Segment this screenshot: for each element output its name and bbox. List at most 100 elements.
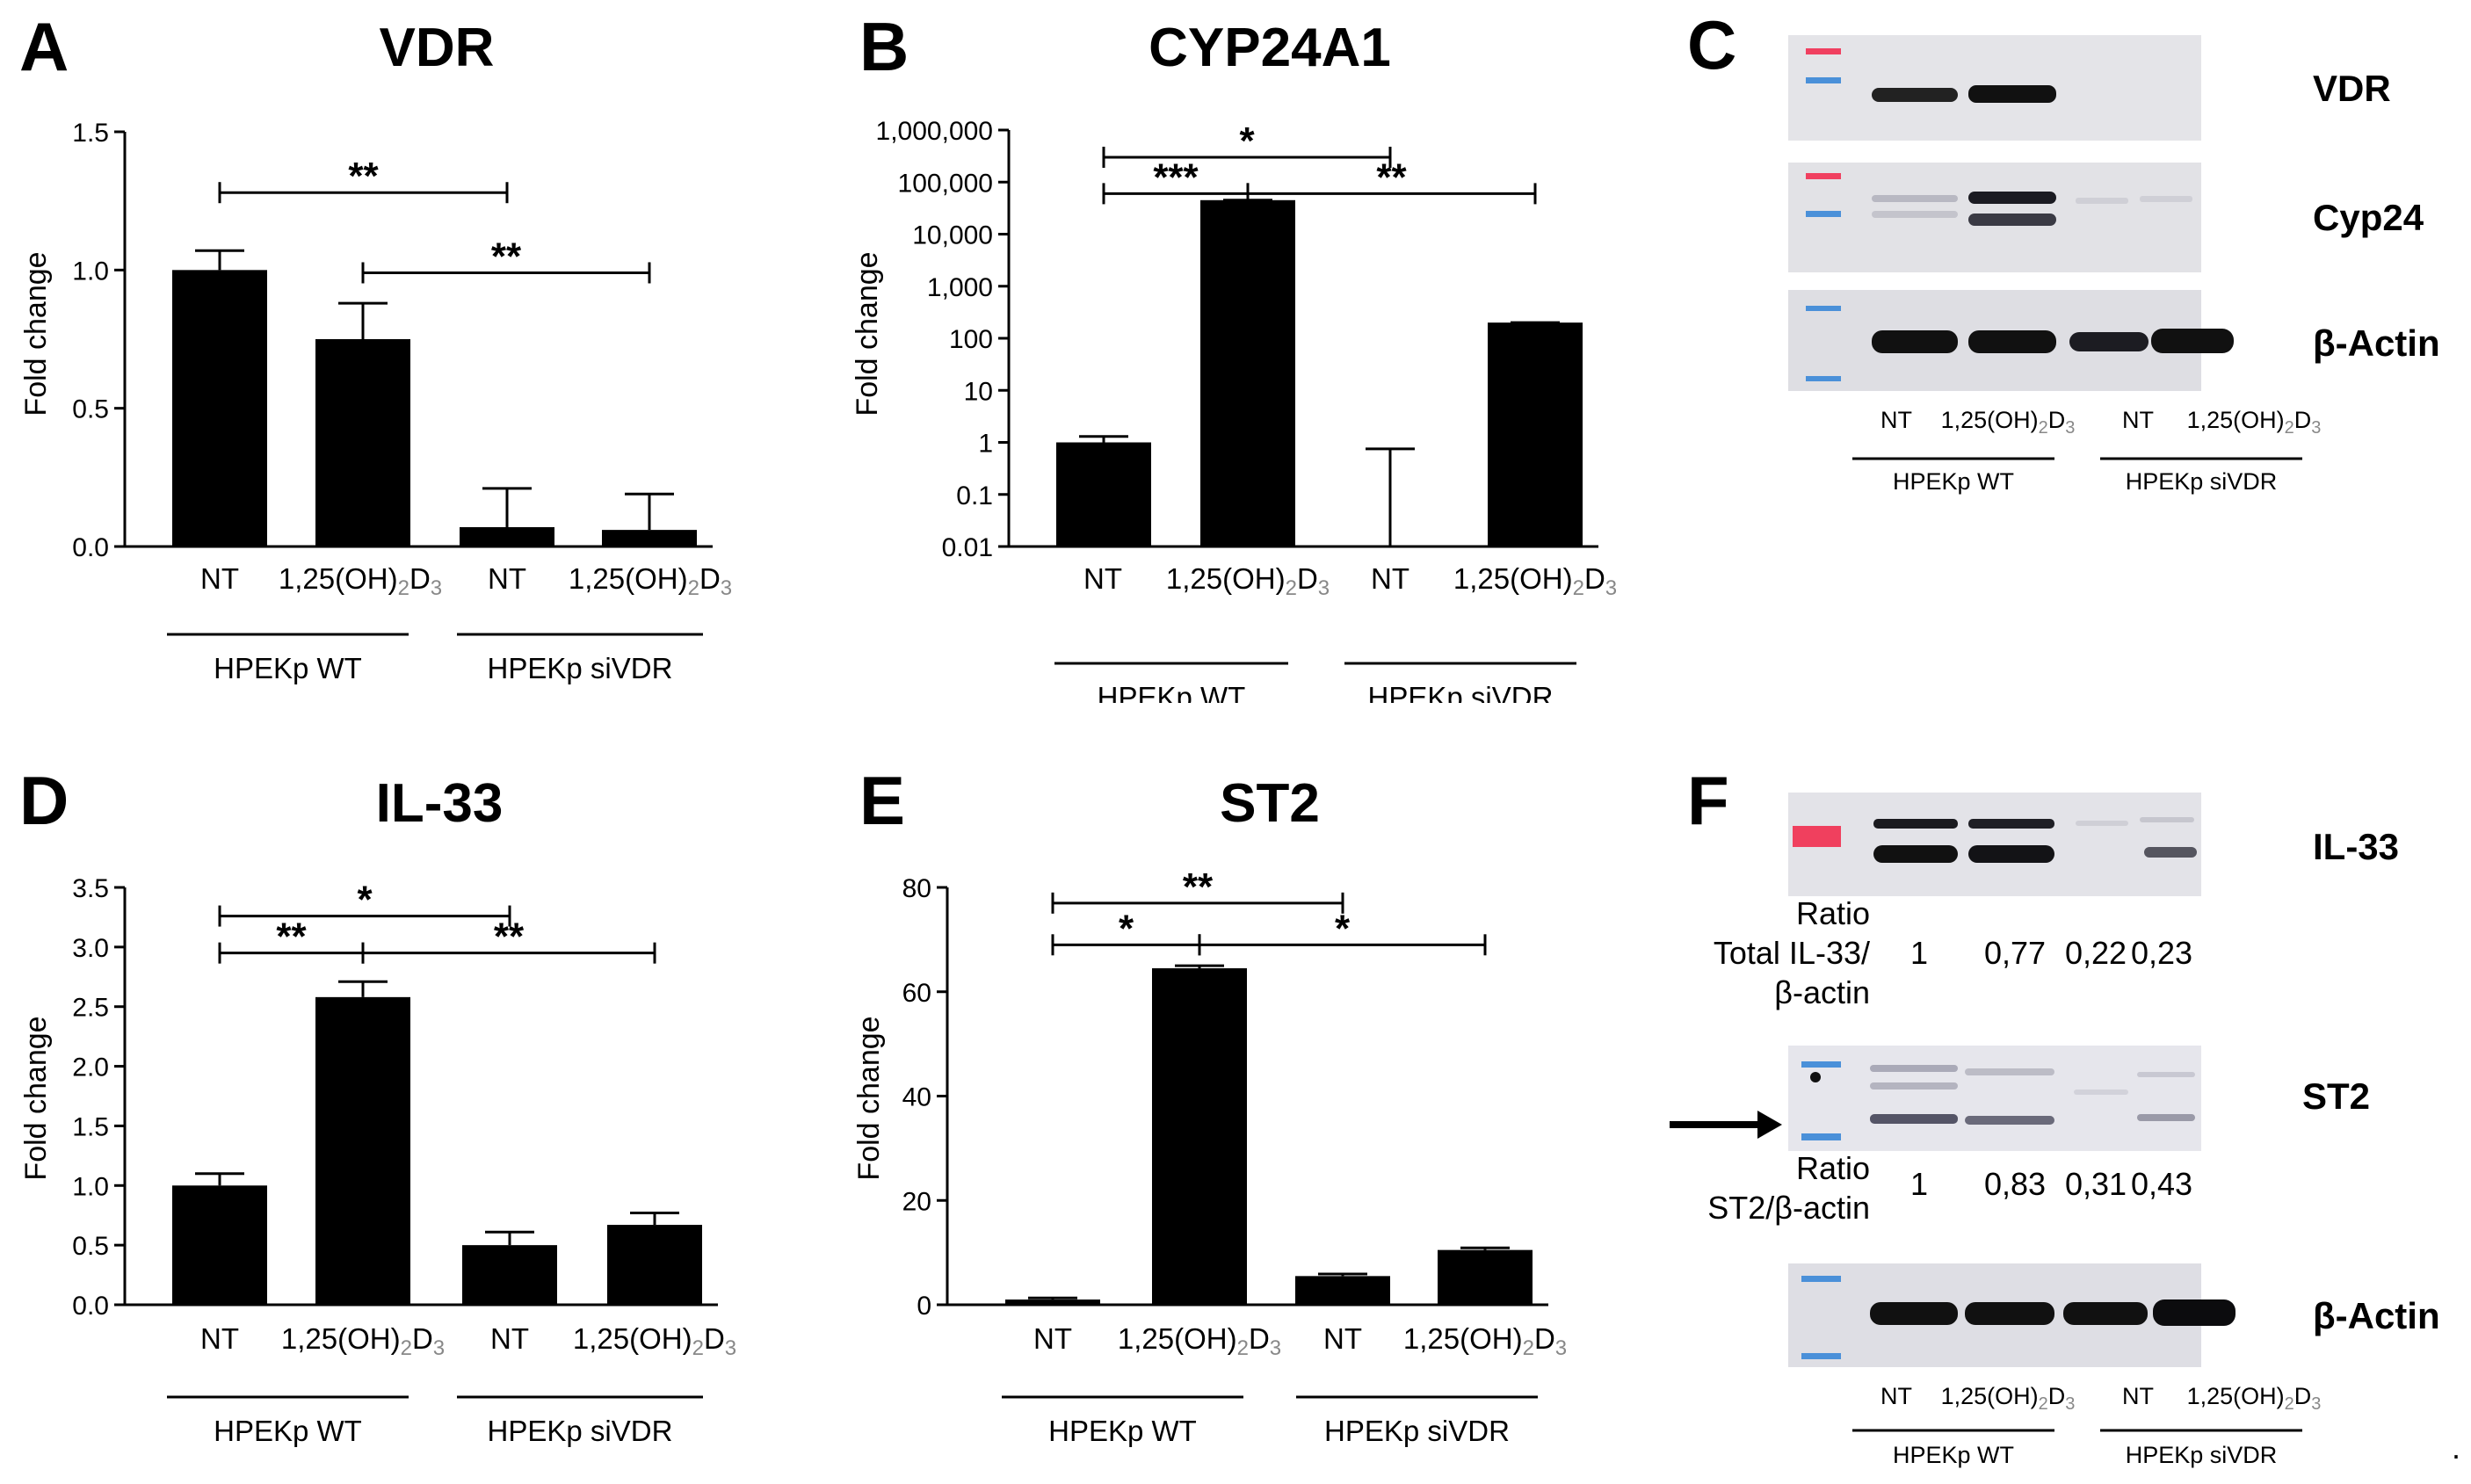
blot-label-st2: ST2 [2302,1075,2370,1117]
x-category-label: 1,25(OH)2D3 [1118,1322,1281,1360]
y-tick-label: 1.5 [72,119,109,148]
panel-b-chart: B CYP24A1 Fold change 0.01 0.1 1 10 100 1,000… [851,8,1617,703]
blot-label-il33: IL-33 [2313,826,2399,867]
y-tick-label: 100 [949,325,993,354]
panel-letter: D [19,762,69,839]
lane-label: NT [2122,1383,2154,1409]
y-tick-label: 0.0 [72,1292,109,1321]
significance-label: * [1119,907,1134,950]
chart-title: IL-33 [376,773,504,834]
blot-strip-beta-actin [1788,290,2234,391]
y-tick-label: 1 [978,430,993,459]
ratio-value: 1 [1910,1166,1928,1202]
y-tick-label: 1.0 [72,257,109,286]
x-category-label: 1,25(OH)2D3 [281,1322,445,1360]
y-axis-label: Fold change [19,1016,53,1180]
ratio-label-line: ST2/β-actin [1707,1190,1870,1226]
x-category-label: 1,25(OH)2D3 [1453,562,1617,600]
blot-strip-cyp24 [1788,163,2201,272]
lane-label: 1,25(OH)2D3 [1941,1383,2076,1414]
bar [602,530,697,547]
panel-a-chart: A VDR Fold change 0.0 0.5 1.0 1.5 ** ** NT 1,25… [19,8,732,684]
y-tick-label: 1.0 [72,1172,109,1201]
lane-label: 1,25(OH)2D3 [2187,407,2322,438]
ratio-label-line: Ratio [1796,895,1870,931]
y-tick-label: 0 [917,1292,931,1321]
panel-letter: E [859,762,905,839]
lane-label: 1,25(OH)2D3 [1941,407,2076,438]
lane-label: NT [1880,1383,1912,1409]
x-category-label: 1,25(OH)2D3 [573,1322,736,1360]
group-label: HPEKp siVDR [2126,1442,2278,1468]
y-tick-label: 0.1 [956,481,993,510]
ratio-value: 0,77 [1984,935,2046,971]
significance-label: ** [348,155,379,198]
y-axis-label: Fold change [852,1016,886,1180]
trailing-mark: . [2452,1430,2460,1466]
blot-lane-labels: NT 1,25(OH)2D3 NT 1,25(OH)2D3 HPEKp WT H… [1852,1383,2321,1468]
bar [607,1225,702,1305]
ratio-value: 0,83 [1984,1166,2046,1202]
significance-label: ** [1376,156,1407,199]
panel-letter: F [1687,762,1729,839]
group-label: HPEKp WT [1893,468,2014,495]
blot-label-beta-actin: β-Actin [2313,322,2440,364]
panel-f-western-blot: F IL-33 Ratio Total IL-33/ β-actin 1 0,7… [1670,762,2460,1468]
blot-label-beta-actin: β-Actin [2313,1295,2440,1336]
x-category-label: NT [200,562,239,595]
significance-label: *** [1153,156,1199,199]
y-axis-label: Fold change [19,251,53,416]
group-label: HPEKp WT [1098,681,1246,703]
blot-label-cyp24: Cyp24 [2313,197,2424,238]
panel-letter: A [19,8,69,85]
x-category-label: NT [200,1322,239,1355]
x-category-label: 1,25(OH)2D3 [1403,1322,1567,1360]
ratio-value: 0,23 [2131,935,2192,971]
group-label: HPEKp siVDR [1368,681,1554,703]
ratio-st2-block: Ratio ST2/β-actin 1 0,83 0,31 0,43 [1707,1150,2192,1226]
group-label: HPEKp siVDR [488,1415,673,1447]
bar [1295,1276,1390,1305]
panel-c-western-blot: C VDR Cyp24 β-Actin NT 1,25(OH)2D3 NT 1 [1687,6,2440,495]
group-label: HPEKp WT [1048,1415,1197,1447]
panel-letter: B [859,8,909,85]
x-category-label: NT [1083,562,1122,595]
group-label: HPEKp siVDR [1324,1415,1510,1447]
lane-label: NT [1880,407,1912,433]
y-tick-label: 20 [902,1187,931,1216]
bar [1200,199,1295,547]
significance-label: ** [494,916,525,959]
bar [1056,442,1151,547]
bar [1152,968,1247,1305]
bar [1005,1299,1100,1305]
y-tick-label: 80 [902,874,931,903]
x-category-label: 1,25(OH)2D3 [569,562,732,600]
y-tick-label: 2.0 [72,1053,109,1082]
arrow-icon [1670,1111,1782,1139]
significance-label: * [357,879,373,922]
x-category-label: NT [490,1322,529,1355]
lane-label: NT [2122,407,2154,433]
x-category-label: NT [488,562,526,595]
significance-label: ** [276,916,307,959]
bar [1438,1249,1533,1305]
y-tick-label: 0.0 [72,533,109,562]
ratio-value: 0,31 [2065,1166,2127,1202]
group-label: HPEKp WT [1893,1442,2014,1468]
group-label: HPEKp WT [214,652,362,684]
chart-title: CYP24A1 [1149,18,1391,78]
ratio-value: 1 [1910,935,1928,971]
y-tick-label: 2.5 [72,994,109,1023]
group-label: HPEKp siVDR [488,652,673,684]
ratio-label-line: Total IL-33/ [1714,935,1870,971]
blot-label-vdr: VDR [2313,68,2391,109]
significance-label: * [1239,119,1255,163]
bar [315,339,410,547]
significance-label: ** [1183,865,1214,908]
ratio-il33-block: Ratio Total IL-33/ β-actin 1 0,77 0,22 0… [1714,895,2192,1010]
blot-strip-vdr [1788,35,2201,141]
y-tick-label: 10,000 [912,221,993,250]
x-category-label: NT [1371,562,1409,595]
blot-strip-st2 [1788,1046,2201,1151]
